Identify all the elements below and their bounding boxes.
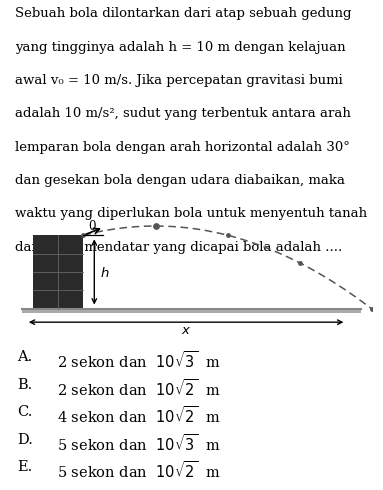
Text: E.: E. — [17, 460, 33, 474]
Text: 4 sekon dan  $10\sqrt{2}$  m: 4 sekon dan $10\sqrt{2}$ m — [57, 405, 221, 426]
Text: B.: B. — [17, 378, 33, 392]
Text: A.: A. — [17, 350, 33, 365]
Text: dan Jarak mendatar yang dicapai bola adalah ....: dan Jarak mendatar yang dicapai bola ada… — [15, 241, 342, 254]
Text: 2 sekon dan  $10\sqrt{2}$  m: 2 sekon dan $10\sqrt{2}$ m — [57, 378, 221, 399]
Text: $x$: $x$ — [181, 324, 191, 337]
Text: lemparan bola dengan arah horizontal adalah 30°: lemparan bola dengan arah horizontal ada… — [15, 141, 350, 154]
Bar — [33, 235, 83, 309]
Text: yang tingginya adalah h = 10 m dengan kelajuan: yang tingginya adalah h = 10 m dengan ke… — [15, 41, 346, 54]
Bar — [22, 309, 361, 313]
Text: 5 sekon dan  $10\sqrt{3}$  m: 5 sekon dan $10\sqrt{3}$ m — [57, 433, 221, 454]
Text: 5 sekon dan  $10\sqrt{2}$  m: 5 sekon dan $10\sqrt{2}$ m — [57, 460, 221, 481]
Text: Sebuah bola dilontarkan dari atap sebuah gedung: Sebuah bola dilontarkan dari atap sebuah… — [15, 7, 352, 21]
Text: 2 sekon dan  $10\sqrt{3}$  m: 2 sekon dan $10\sqrt{3}$ m — [57, 350, 221, 371]
Text: awal v₀ = 10 m/s. Jika percepatan gravitasi bumi: awal v₀ = 10 m/s. Jika percepatan gravit… — [15, 74, 343, 87]
Text: $h$: $h$ — [100, 267, 109, 280]
Text: 0: 0 — [88, 220, 95, 234]
Text: waktu yang diperlukan bola untuk menyentuh tanah: waktu yang diperlukan bola untuk menyent… — [15, 207, 367, 220]
Text: adalah 10 m/s², sudut yang terbentuk antara arah: adalah 10 m/s², sudut yang terbentuk ant… — [15, 107, 351, 121]
Text: dan gesekan bola dengan udara diabaikan, maka: dan gesekan bola dengan udara diabaikan,… — [15, 174, 345, 187]
Text: D.: D. — [17, 433, 33, 447]
Text: C.: C. — [17, 405, 33, 419]
